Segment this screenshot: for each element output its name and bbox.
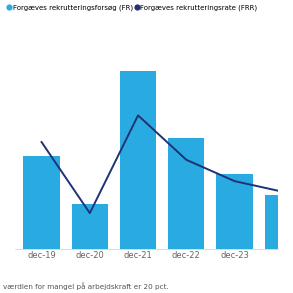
Bar bbox=[72, 204, 108, 249]
Legend: Forgæves rekrutteringsforsøg (FR), Forgæves rekrutteringsrate (FRR): Forgæves rekrutteringsforsøg (FR), Forgæ… bbox=[6, 4, 259, 13]
Bar bbox=[217, 174, 253, 249]
Bar bbox=[120, 71, 156, 249]
Bar bbox=[168, 139, 205, 249]
Text: værdien for mangel på arbejdskraft er 20 pct.: værdien for mangel på arbejdskraft er 20… bbox=[3, 282, 169, 290]
Bar bbox=[23, 156, 60, 249]
Bar bbox=[265, 195, 293, 249]
